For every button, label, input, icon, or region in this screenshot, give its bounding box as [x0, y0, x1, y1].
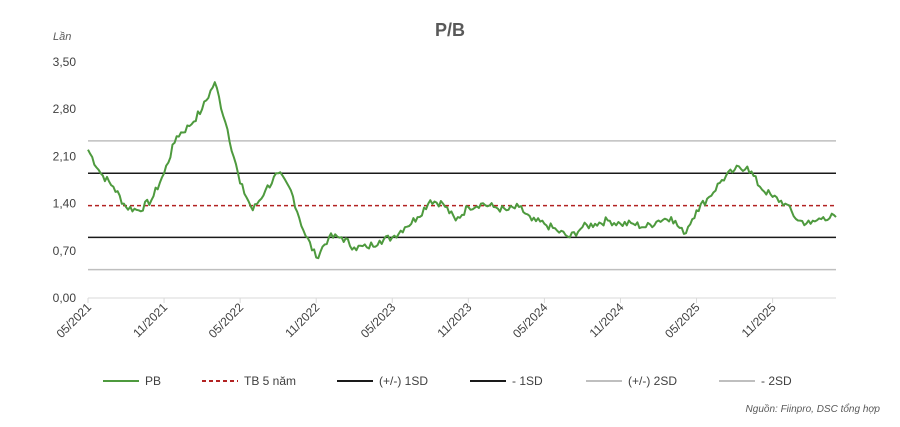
legend: PB TB 5 năm (+/-) 1SD - 1SD (+/-) 2SD - 2SD [103, 374, 792, 388]
y-tick-label: 0,00 [53, 291, 77, 305]
x-tick-label: 05/2025 [662, 300, 703, 341]
legend-label: TB 5 năm [244, 374, 296, 388]
pb-series-line [87, 81, 837, 260]
x-tick-label: 11/2024 [587, 300, 627, 340]
source-note: Nguồn: Fiinpro, DSC tổng hợp [746, 403, 881, 415]
y-unit-label: Lần [53, 31, 71, 43]
y-tick-label: 0,70 [53, 244, 77, 258]
y-tick-label: 3,50 [53, 55, 77, 69]
legend-label: - 1SD [512, 374, 543, 388]
y-tick-label: 2,80 [53, 102, 77, 116]
chart-title: P/B [435, 20, 465, 40]
x-tick-label: 11/2022 [282, 300, 322, 340]
y-tick-label: 1,40 [53, 197, 77, 211]
x-tick-label: 11/2023 [435, 300, 475, 340]
x-tick-label: 05/2023 [358, 300, 399, 341]
x-tick-label: 11/2021 [130, 300, 170, 340]
legend-label: (+/-) 2SD [628, 374, 677, 388]
x-tick-label: 05/2022 [206, 300, 247, 341]
y-tick-label: 2,10 [53, 149, 77, 163]
legend-label: - 2SD [761, 374, 792, 388]
plot-area: 0,00 0,70 1,40 2,10 2,80 3,50 05/2021 11/2021 05… [53, 55, 837, 341]
legend-label: PB [145, 374, 161, 388]
x-tick-label: 05/2021 [54, 300, 95, 341]
x-tick-label: 05/2024 [510, 300, 551, 341]
legend-label: (+/-) 1SD [379, 374, 428, 388]
x-tick-label: 11/2025 [739, 300, 779, 340]
